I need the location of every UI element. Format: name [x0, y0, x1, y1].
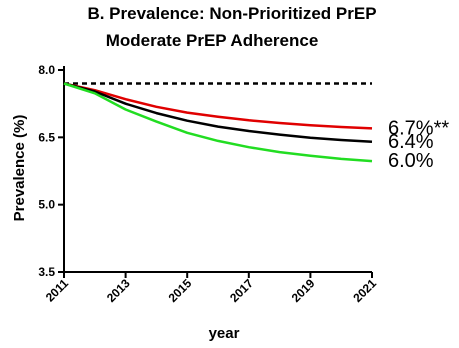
end-value-label: 6.4% [388, 131, 434, 153]
end-value-label: 6.0% [388, 150, 434, 172]
y-tick-label: 5.0 [38, 198, 55, 212]
x-tick-label: 2019 [289, 276, 318, 305]
plot-area: 3.5 5.0 6.5 8.0 2011 2013 2015 2017 2019 2021 6.7%… [38, 63, 449, 305]
x-tick-label: 2021 [350, 276, 379, 305]
y-tick-label: 6.5 [38, 130, 55, 144]
x-axis-label: year [209, 325, 240, 342]
chart-title: B. Prevalence: Non-Prioritized PrEP [87, 4, 376, 23]
x-tick-label: 2017 [227, 276, 256, 305]
x-tick-label: 2011 [43, 276, 72, 305]
x-tick-label: 2013 [104, 276, 133, 305]
series-line-2 [63, 82, 373, 144]
series-line-3 [63, 82, 373, 163]
x-tick-label: 2015 [166, 276, 195, 305]
series-line-1 [63, 82, 373, 130]
end-value-label: 6.7%** [388, 117, 449, 139]
y-tick-label: 3.5 [38, 265, 55, 279]
y-tick-label: 8.0 [38, 63, 55, 77]
chart-subtitle: Moderate PrEP Adherence [106, 31, 319, 50]
y-axis-label: Prevalence (%) [11, 115, 28, 222]
